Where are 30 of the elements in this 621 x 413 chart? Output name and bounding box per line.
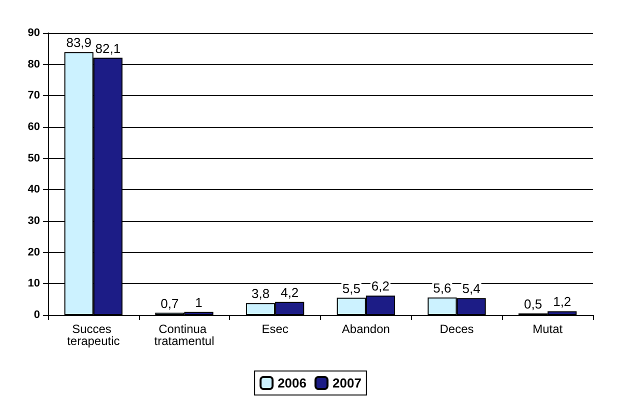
y-tick-label: 90 [28,27,40,39]
x-tick-label: Deces [440,322,474,336]
data-label: 4,2 [280,284,299,300]
data-label: 5,6 [433,280,452,296]
x-tick-label: Continua tratamentul [154,322,214,348]
x-tick-label: Mutat [532,322,564,336]
data-label: 82,1 [95,40,121,56]
y-tick-label: 10 [28,278,40,290]
data-label: 3,8 [252,286,270,302]
x-tick-label: Esec [262,322,288,336]
x-tick-label: Abandon [342,322,390,336]
x-tick-label: Succes terapeutic [67,322,120,348]
y-tick-label: 40 [28,184,40,196]
data-label: 5,5 [342,280,360,296]
data-label: 0,5 [524,296,542,312]
data-label: 1,2 [553,294,572,310]
legend-label: 2006 [278,376,306,390]
y-tick-label: 60 [28,121,40,133]
y-tick-label: 30 [28,215,40,227]
y-tick-label: 80 [28,58,40,70]
data-label: 83,9 [66,35,92,50]
data-label: 0,7 [160,296,179,311]
y-tick-label: 0 [34,309,40,321]
data-label: 1 [195,294,202,310]
y-tick-label: 50 [28,152,40,164]
data-label: 6,2 [371,278,390,294]
legend-label: 2007 [332,376,362,390]
y-tick-label: 20 [28,246,40,258]
y-tick-label: 70 [28,90,40,102]
data-label: 5,4 [462,281,480,296]
